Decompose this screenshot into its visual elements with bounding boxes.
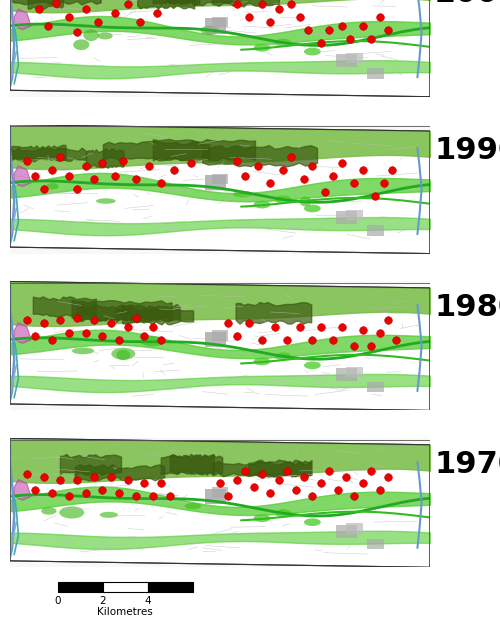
Ellipse shape — [233, 191, 252, 197]
Bar — [336, 525, 356, 538]
Bar — [212, 174, 228, 184]
Ellipse shape — [200, 25, 219, 35]
Ellipse shape — [274, 38, 291, 46]
Bar — [206, 175, 227, 190]
Ellipse shape — [116, 350, 130, 360]
Ellipse shape — [254, 515, 270, 522]
Ellipse shape — [98, 32, 112, 40]
Ellipse shape — [274, 352, 291, 360]
Text: 0: 0 — [54, 596, 61, 606]
Polygon shape — [14, 323, 31, 343]
Text: 4: 4 — [144, 596, 151, 606]
Ellipse shape — [300, 197, 312, 206]
Bar — [212, 17, 228, 27]
Polygon shape — [14, 9, 31, 30]
Polygon shape — [10, 438, 430, 567]
Ellipse shape — [73, 39, 90, 50]
Bar — [336, 211, 356, 224]
Text: 2000-04: 2000-04 — [435, 0, 500, 8]
Bar — [346, 53, 363, 63]
Bar — [346, 366, 363, 377]
Ellipse shape — [254, 201, 270, 208]
Ellipse shape — [112, 348, 136, 360]
Bar — [206, 332, 227, 347]
Polygon shape — [14, 480, 31, 500]
Ellipse shape — [140, 336, 164, 347]
Ellipse shape — [274, 195, 291, 203]
Ellipse shape — [304, 48, 321, 55]
Ellipse shape — [304, 361, 321, 369]
Polygon shape — [10, 0, 430, 97]
Text: 2: 2 — [99, 596, 106, 606]
Polygon shape — [14, 166, 31, 187]
Ellipse shape — [46, 183, 58, 189]
Bar — [367, 382, 384, 392]
Ellipse shape — [84, 29, 99, 41]
Text: 1980-84: 1980-84 — [435, 293, 500, 322]
Polygon shape — [10, 281, 430, 410]
Ellipse shape — [96, 198, 116, 204]
Ellipse shape — [72, 348, 94, 354]
Bar — [212, 487, 228, 498]
Bar — [367, 539, 384, 549]
Bar — [346, 523, 363, 534]
Bar — [367, 68, 384, 79]
Bar — [367, 225, 384, 236]
Polygon shape — [148, 582, 192, 592]
Ellipse shape — [274, 509, 291, 517]
Text: 1970-74: 1970-74 — [435, 450, 500, 479]
Ellipse shape — [100, 512, 118, 518]
Ellipse shape — [60, 507, 84, 518]
Bar — [336, 368, 356, 381]
Text: 1990-94: 1990-94 — [435, 136, 500, 165]
Polygon shape — [102, 582, 148, 592]
Ellipse shape — [41, 507, 56, 515]
Bar — [206, 18, 227, 33]
Ellipse shape — [254, 44, 270, 51]
Polygon shape — [10, 125, 430, 254]
Bar — [206, 489, 227, 504]
Ellipse shape — [184, 503, 202, 509]
Ellipse shape — [304, 205, 321, 212]
Bar — [212, 330, 228, 341]
Bar — [346, 210, 363, 220]
Polygon shape — [58, 582, 102, 592]
Ellipse shape — [254, 358, 270, 365]
Ellipse shape — [304, 518, 321, 526]
Text: Kilometres: Kilometres — [97, 606, 153, 616]
Bar — [336, 54, 356, 67]
